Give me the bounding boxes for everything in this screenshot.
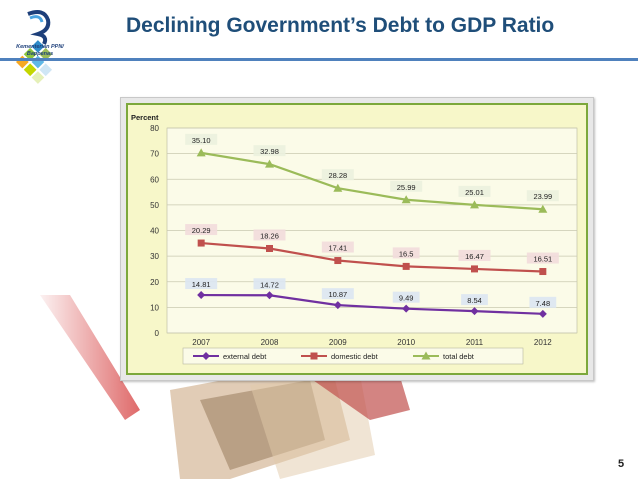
data-label-box: [321, 169, 354, 181]
legend-label: total debt: [443, 352, 475, 361]
data-point: [470, 307, 479, 316]
chart-frame: 0 10 20 30 40 50 60 70 80 Percent 2007 2008 2009 2010…: [120, 97, 594, 381]
data-label: 14.81: [192, 280, 211, 289]
data-label-box: [253, 145, 286, 157]
data-label: 18.26: [260, 231, 279, 240]
data-label: 23.99: [533, 192, 552, 201]
data-point: [265, 291, 274, 300]
logo-text: Kementerian PPN/ Bappenas: [16, 44, 64, 57]
data-label-box: [526, 252, 559, 264]
data-label: 32.98: [260, 147, 279, 156]
legend-box: [182, 347, 524, 365]
x-tick-label: 2008: [261, 338, 279, 347]
title-divider: [0, 58, 638, 61]
data-point: [402, 262, 410, 270]
legend-marker: [310, 352, 318, 360]
data-label: 16.47: [465, 252, 484, 261]
data-label-box: [390, 180, 423, 192]
data-label: 25.01: [465, 188, 484, 197]
data-point: [334, 257, 342, 265]
slide-title: Declining Government’s Debt to GDP Ratio: [126, 14, 555, 37]
data-point: [197, 239, 205, 247]
page-number: 5: [618, 458, 625, 470]
y-tick-label: 70: [150, 150, 159, 159]
data-point: [196, 148, 206, 157]
series-line: [201, 293, 543, 315]
data-label: 35.10: [192, 136, 211, 145]
legend-label: domestic debt: [331, 352, 379, 361]
data-point: [333, 183, 343, 192]
data-point: [538, 204, 548, 213]
data-label-box: [321, 288, 354, 300]
data-label: 7.48: [536, 299, 551, 308]
data-label-box: [392, 247, 420, 259]
data-label-box: [461, 294, 488, 306]
data-point: [471, 265, 478, 273]
y-tick-label: 20: [150, 278, 159, 287]
data-point: [401, 195, 411, 204]
bappenas-logo: Kementerian PPN/ Bappenas: [4, 6, 76, 92]
data-point: [470, 200, 479, 209]
data-label: 25.99: [397, 183, 416, 192]
data-label: 9.49: [399, 294, 414, 303]
data-label-box: [253, 278, 286, 290]
y-tick-label: 60: [150, 175, 159, 184]
data-label: 20.29: [192, 226, 211, 235]
data-label: 8.54: [467, 296, 482, 305]
data-label: 17.41: [328, 244, 347, 253]
data-point: [266, 244, 273, 252]
legend-marker: [421, 351, 431, 360]
data-point: [333, 301, 342, 310]
x-tick-label: 2012: [534, 338, 552, 347]
data-label-box: [253, 229, 286, 241]
data-label: 10.87: [328, 290, 347, 299]
data-label: 16.51: [533, 255, 552, 264]
debt-ratio-line-chart: 0 10 20 30 40 50 60 70 80 Percent 2007 2008 2009 2010…: [126, 103, 588, 375]
y-tick-label: 80: [150, 124, 159, 133]
data-label: 14.72: [260, 280, 279, 289]
series-line: [200, 151, 543, 211]
x-tick-label: 2007: [192, 338, 210, 347]
data-label-box: [185, 278, 218, 290]
data-point: [539, 268, 547, 276]
y-tick-label: 50: [150, 201, 159, 210]
data-label-box: [458, 185, 491, 197]
data-label-box: [321, 241, 354, 253]
data-point: [402, 304, 411, 313]
data-point: [265, 159, 274, 168]
data-label-box: [458, 249, 491, 261]
x-tick-label: 2011: [466, 338, 484, 347]
data-label-box: [185, 133, 218, 145]
y-axis-label: Percent: [131, 113, 159, 122]
data-point: [538, 309, 547, 318]
data-label-box: [526, 190, 559, 202]
data-point: [197, 291, 206, 300]
data-label: 16.5: [399, 249, 414, 258]
legend-marker: [202, 352, 210, 360]
data-label-box: [392, 291, 420, 303]
series-line: [201, 241, 543, 273]
x-tick-label: 2010: [397, 338, 415, 347]
logo-emblem-icon: [16, 10, 53, 84]
x-tick-label: 2009: [329, 338, 347, 347]
y-tick-label: 0: [155, 329, 160, 338]
y-tick-label: 10: [150, 303, 159, 312]
data-label: 28.28: [328, 171, 347, 180]
data-label-box: [185, 224, 218, 236]
y-tick-label: 40: [150, 227, 159, 236]
legend-label: external debt: [223, 352, 267, 361]
data-label-box: [529, 296, 557, 308]
y-tick-label: 30: [150, 252, 159, 261]
